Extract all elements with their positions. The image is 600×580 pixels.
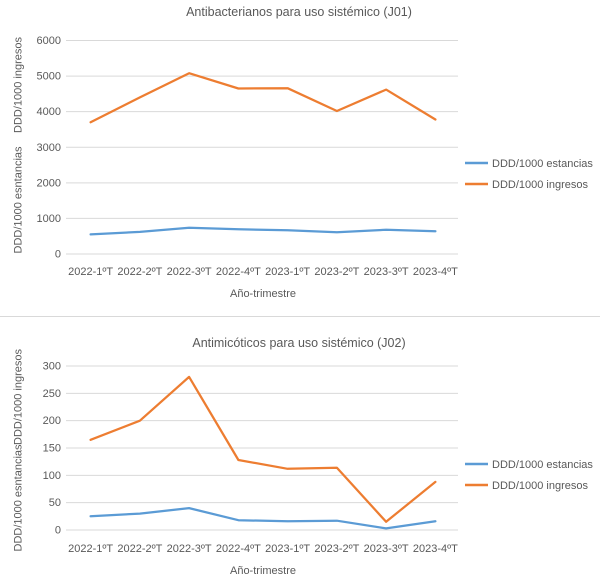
series-line-ddd-1000-ingresos xyxy=(89,375,437,523)
x-tick-label: 2023-2ºT xyxy=(314,543,359,555)
legend-label-ddd-1000-estancias: DDD/1000 estancias xyxy=(492,459,593,471)
x-tick-label: 2023-3ºT xyxy=(364,266,409,278)
series-line-ddd-1000-ingresos xyxy=(89,72,437,124)
y-tick-label: 1000 xyxy=(37,213,61,225)
y-tick-label: 50 xyxy=(49,497,61,509)
y-axis-label-ingresos: DDD/1000 ingresos xyxy=(13,37,25,133)
x-tick-label: 2022-4ºT xyxy=(216,266,261,278)
y-tick-label: 150 xyxy=(43,443,61,455)
x-tick-label: 2022-2ºT xyxy=(117,266,162,278)
y-tick-label: 4000 xyxy=(37,106,61,118)
y-tick-label: 200 xyxy=(43,415,61,427)
x-tick-label: 2023-4ºT xyxy=(413,266,458,278)
chart-antimicoticos-j02: Antimicóticos para uso sistémico (J02) D… xyxy=(13,336,594,577)
y-tick-label: 6000 xyxy=(37,35,61,47)
y-axis-label-estancias: DDD/1000 esntancias xyxy=(13,146,25,254)
x-axis-title: Año-trimestre xyxy=(230,565,296,577)
x-axis-title: Año-trimestre xyxy=(230,288,296,300)
plot-area: 0 1000 2000 3000 4000 5000 6000 2022-1ºT 2022-2º… xyxy=(37,35,594,278)
plot-area: 0 50 100 150 200 250 300 2022-1ºT 2022-2ºT 2022-3… xyxy=(43,361,594,556)
x-tick-label: 2022-1ºT xyxy=(68,543,113,555)
x-tick-label: 2023-1ºT xyxy=(265,266,310,278)
y-axis-label-estancias: DDD/1000 esntancias xyxy=(13,444,25,552)
y-tick-label: 300 xyxy=(43,361,61,373)
chart-title: Antimicóticos para uso sistémico (J02) xyxy=(192,336,405,350)
legend-label-ddd-1000-estancias: DDD/1000 estancias xyxy=(492,158,593,170)
x-tick-label: 2022-4ºT xyxy=(216,543,261,555)
y-tick-label: 0 xyxy=(55,525,61,537)
x-tick-label: 2023-1ºT xyxy=(265,543,310,555)
chart-antibacterianos-j01: Antibacterianos para uso sistémico (J01)… xyxy=(13,5,594,300)
series-line-ddd-1000-estancias xyxy=(89,506,437,530)
series-line-ddd-1000-estancias xyxy=(89,226,437,236)
x-tick-label: 2022-2ºT xyxy=(117,543,162,555)
legend-label-ddd-1000-ingresos: DDD/1000 ingresos xyxy=(492,480,588,492)
x-tick-label: 2022-3ºT xyxy=(167,266,212,278)
chart-title: Antibacterianos para uso sistémico (J01) xyxy=(186,5,412,19)
y-tick-label: 2000 xyxy=(37,177,61,189)
x-tick-label: 2023-2ºT xyxy=(314,266,359,278)
x-tick-label: 2023-4ºT xyxy=(413,543,458,555)
charts-divider xyxy=(0,316,600,317)
y-tick-label: 3000 xyxy=(37,142,61,154)
y-tick-label: 5000 xyxy=(37,71,61,83)
x-tick-label: 2023-3ºT xyxy=(364,543,409,555)
y-tick-label: 250 xyxy=(43,388,61,400)
x-tick-label: 2022-3ºT xyxy=(167,543,212,555)
legend-label-ddd-1000-ingresos: DDD/1000 ingresos xyxy=(492,179,588,191)
x-tick-label: 2022-1ºT xyxy=(68,266,113,278)
y-tick-label: 0 xyxy=(55,249,61,261)
y-axis-label-ingresos: DDD/1000 ingresos xyxy=(13,349,25,445)
y-tick-label: 100 xyxy=(43,470,61,482)
